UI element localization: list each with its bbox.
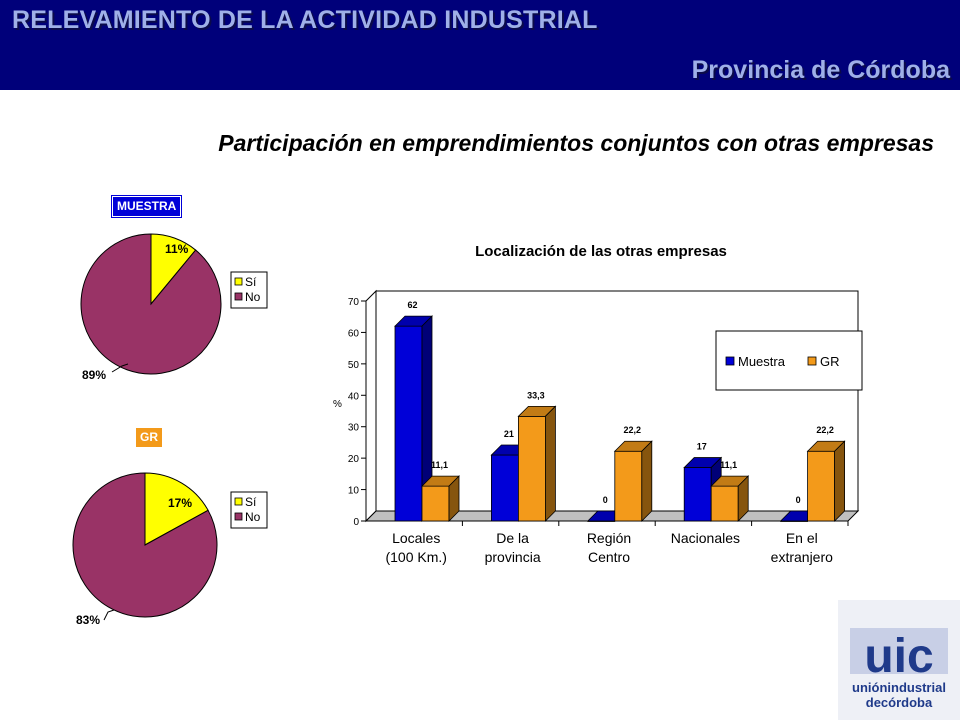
bar-legend-label-1: GR	[820, 354, 840, 369]
bar-muestra-3-label: 17	[697, 442, 707, 452]
bar-legend-swatch-0	[725, 356, 735, 366]
muestra-badge: MUESTRA	[110, 195, 183, 218]
bar-y-axis-label: %	[333, 399, 342, 410]
bar-muestra-2-label: 0	[603, 495, 608, 505]
bar-gr-1	[518, 415, 546, 522]
bar-category-label-4-1: extranjero	[771, 549, 833, 565]
pie0-legend-label-1: No	[245, 290, 261, 304]
bar-gr-0	[421, 485, 450, 522]
pie0-legend-label-0: Sí	[245, 275, 257, 289]
logo-line1: uniónindustrial	[852, 680, 946, 695]
bar-gr-4-label: 22,2	[816, 425, 834, 435]
bar-y-tick-label-6: 60	[348, 328, 360, 339]
header-title: RELEVAMIENTO DE LA ACTIVIDAD INDUSTRIAL	[12, 6, 598, 34]
bar-category-label-0-0: Locales	[392, 530, 440, 546]
logo-line2: decórdoba	[866, 695, 933, 710]
bar-gr-1-side	[545, 405, 556, 522]
bar-chart-title: Localización de las otras empresas	[475, 243, 727, 260]
bar-y-tick-label-1: 10	[348, 486, 360, 497]
bar-category-label-1-1: provincia	[485, 549, 541, 565]
pie0-label-no: 89%	[82, 368, 106, 382]
pie1-leader-line	[103, 609, 115, 621]
bar-y-tick-label-2: 20	[348, 454, 360, 465]
bar-y-tick-label-4: 40	[348, 391, 360, 402]
bar-legend-label-0: Muestra	[738, 354, 786, 369]
header-subtitle: Provincia de Córdoba	[691, 56, 950, 84]
gr-badge: GR	[136, 428, 162, 447]
pie0-legend-swatch-1	[234, 292, 243, 301]
bar-muestra-1	[490, 454, 519, 522]
bar-y-tick-label-3: 30	[348, 423, 360, 434]
bar-category-label-2-0: Región	[587, 530, 631, 546]
pie1-legend-swatch-1	[234, 512, 243, 521]
bar-gr-4-side	[834, 440, 845, 522]
bar-category-label-0-1: (100 Km.)	[385, 549, 446, 565]
header-banner: RELEVAMIENTO DE LA ACTIVIDAD INDUSTRIAL …	[0, 0, 960, 90]
uic-logo: uic uniónindustrial decórdoba	[838, 600, 960, 720]
bar-muestra-0-label: 62	[407, 300, 417, 310]
bar-muestra-3	[683, 467, 712, 522]
pie0-legend-swatch-0	[234, 277, 243, 286]
pie0-slice-1	[80, 233, 222, 375]
bar-gr-3	[710, 485, 739, 522]
bar-gr-2	[614, 450, 643, 522]
bar-legend-swatch-1	[807, 356, 817, 366]
uic-logo-graphic: uic uniónindustrial decórdoba	[850, 628, 948, 710]
bar-category-label-1-0: De la	[496, 530, 529, 546]
pie1-label-si: 17%	[168, 496, 192, 510]
pie0-label-si: 11%	[165, 242, 189, 256]
pie1-legend-label-0: Sí	[245, 495, 257, 509]
bar-gr-2-label: 22,2	[624, 425, 642, 435]
bar-muestra-4-label: 0	[796, 495, 801, 505]
pie1-label-no: 83%	[76, 613, 100, 627]
bar-legend-box	[715, 330, 863, 391]
page-title: Participación en emprendimientos conjunt…	[218, 130, 934, 156]
pie1-slice-0	[144, 472, 209, 546]
bar-gr-3-label: 11,1	[720, 460, 737, 470]
logo-mark: uic	[864, 630, 933, 683]
bar-gr-2-side	[641, 440, 653, 522]
bar-category-label-4-0: En el	[786, 530, 818, 546]
bar-gr-0-side	[448, 475, 460, 522]
pie1-legend-label-1: No	[245, 510, 261, 524]
pie0-leader-line	[111, 363, 129, 373]
bar-muestra-1-label: 21	[504, 429, 514, 439]
bar-muestra-0	[394, 325, 423, 522]
bar-gr-0-label: 11,1	[431, 460, 448, 470]
bar-category-label-3-0: Nacionales	[671, 530, 740, 546]
bar-y-tick-label-0: 0	[353, 517, 359, 528]
bar-gr-4	[807, 450, 835, 522]
bar-y-tick-label-7: 70	[348, 297, 360, 308]
pie1-slice-1	[72, 472, 218, 618]
pie1-legend-swatch-0	[234, 497, 243, 506]
bar-side-wall	[365, 289, 377, 523]
bar-category-label-2-1: Centro	[588, 549, 630, 565]
bar-gr-1-label: 33,3	[527, 390, 545, 400]
bar-gr-3-side	[737, 475, 749, 522]
bar-y-tick-label-5: 50	[348, 360, 360, 371]
